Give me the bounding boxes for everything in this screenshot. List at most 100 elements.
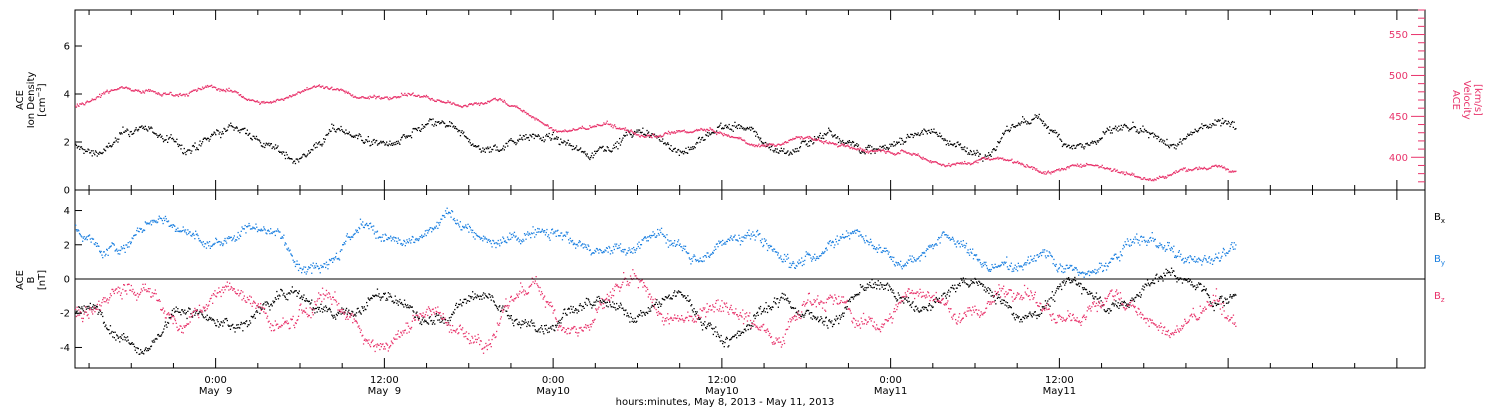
data-point — [96, 96, 98, 98]
data-point — [1180, 141, 1182, 143]
data-point — [760, 137, 762, 139]
data-point — [153, 219, 155, 221]
data-point — [264, 301, 266, 303]
data-point — [831, 142, 833, 144]
data-point — [79, 103, 81, 105]
data-point — [855, 293, 858, 296]
data-point — [80, 235, 82, 237]
data-point — [282, 237, 284, 239]
data-point — [1201, 289, 1204, 292]
data-point — [196, 148, 199, 150]
data-point — [350, 134, 352, 137]
data-point — [1097, 165, 1099, 167]
data-point — [892, 145, 894, 147]
data-point — [270, 303, 273, 305]
data-point — [122, 338, 124, 341]
data-point — [441, 101, 443, 103]
data-point — [816, 318, 818, 320]
data-point — [284, 157, 287, 160]
data-point — [218, 88, 220, 90]
data-point — [519, 108, 521, 110]
data-point — [703, 139, 705, 141]
data-point — [128, 135, 131, 138]
data-point — [1124, 123, 1126, 126]
data-point — [611, 306, 613, 308]
data-point — [383, 142, 385, 144]
data-point — [242, 330, 244, 332]
data-point — [639, 314, 641, 316]
data-point — [103, 321, 105, 323]
data-point — [1084, 146, 1086, 148]
data-point — [523, 240, 525, 242]
data-point — [1109, 310, 1112, 312]
data-point — [892, 289, 894, 291]
data-point — [1233, 295, 1235, 297]
data-point — [571, 311, 574, 313]
data-point — [92, 306, 94, 308]
data-point — [1193, 168, 1195, 170]
data-point — [992, 158, 994, 161]
data-point — [1063, 168, 1065, 170]
data-point — [481, 150, 483, 152]
data-point — [1112, 170, 1114, 172]
data-point — [643, 313, 646, 315]
data-point — [979, 283, 982, 285]
data-point — [892, 153, 894, 155]
data-point — [573, 128, 575, 131]
data-point — [972, 163, 974, 165]
data-point — [831, 325, 834, 328]
data-point — [260, 308, 262, 311]
data-point — [531, 133, 534, 135]
data-point — [205, 138, 207, 140]
data-point — [1063, 143, 1065, 145]
data-point — [118, 336, 120, 338]
data-point — [568, 308, 571, 310]
data-point — [1098, 297, 1101, 299]
data-point — [200, 145, 202, 147]
data-point — [813, 142, 815, 144]
data-point — [673, 131, 675, 133]
data-point — [1069, 147, 1071, 149]
data-point — [1014, 126, 1016, 128]
data-point — [528, 324, 530, 326]
data-point — [419, 96, 421, 98]
data-point — [530, 135, 532, 137]
data-point — [964, 162, 967, 165]
data-point — [920, 131, 923, 133]
data-point — [1150, 282, 1153, 284]
data-point — [283, 292, 285, 294]
data-point — [586, 128, 588, 130]
data-point — [259, 229, 261, 231]
data-point — [1061, 167, 1063, 170]
data-point — [220, 136, 222, 139]
data-point — [792, 307, 794, 309]
data-point — [1187, 133, 1189, 135]
data-point — [342, 308, 345, 310]
data-point — [420, 128, 423, 130]
data-point — [1148, 132, 1151, 134]
data-point — [1071, 145, 1073, 147]
data-point — [318, 84, 321, 86]
data-point — [526, 137, 528, 139]
data-point — [1145, 178, 1147, 181]
data-point — [971, 162, 973, 165]
data-point — [378, 236, 380, 238]
data-point — [965, 163, 967, 165]
data-point — [685, 147, 687, 149]
data-point — [1179, 168, 1181, 171]
data-point — [705, 130, 707, 132]
data-point — [1210, 302, 1212, 304]
data-point — [976, 282, 978, 284]
data-point — [669, 148, 671, 150]
data-point — [128, 88, 131, 90]
data-point — [516, 142, 518, 144]
data-point — [589, 125, 591, 127]
data-point — [759, 308, 761, 310]
data-point — [468, 104, 470, 106]
data-point — [1029, 311, 1031, 313]
data-point — [797, 150, 799, 152]
data-point — [612, 301, 614, 303]
data-point — [801, 313, 803, 316]
data-point — [536, 119, 539, 121]
data-point — [347, 133, 350, 135]
